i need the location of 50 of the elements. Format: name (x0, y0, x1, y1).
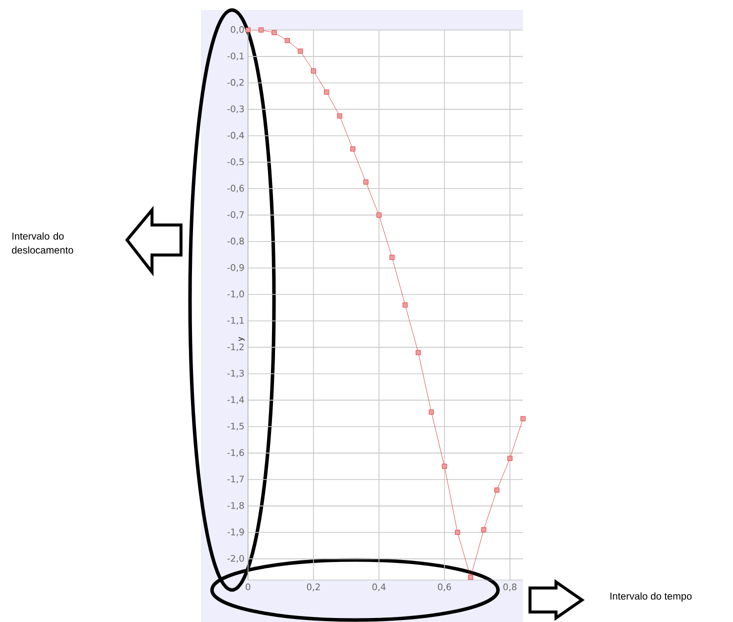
y-tick-label: -1,3 (227, 370, 244, 378)
x-tick-label: 0,2 (306, 584, 320, 592)
y-tick-label: -1,7 (227, 476, 244, 484)
y-tick-label: -1,9 (227, 528, 244, 536)
point (520, 416, 526, 422)
y-tick-label: -2,0 (227, 554, 244, 563)
y-tick-label: -1,2 (227, 343, 244, 352)
x-tick-label: 0,4 (372, 584, 386, 592)
y-tick-label: -1,8 (227, 502, 244, 510)
text: Intervalo do tempo (610, 592, 692, 602)
y-tick-label: -0,6 (227, 184, 244, 192)
point (376, 212, 382, 218)
point (298, 48, 303, 54)
y-tick-label: -1,6 (227, 449, 244, 457)
y-tick-label: -1,4 (227, 396, 244, 404)
point (507, 456, 512, 461)
point (350, 146, 356, 152)
point (258, 27, 264, 32)
point (481, 527, 486, 532)
point (363, 180, 368, 185)
y-tick-label: -0,4 (227, 132, 244, 140)
point (272, 30, 277, 36)
y-tick-label: -0,1 (227, 52, 244, 60)
y-tick-label: -0,9 (227, 264, 244, 272)
y-tick-label: -0,2 (227, 79, 244, 87)
point (324, 90, 330, 95)
point (428, 410, 434, 415)
y-tick-label: -1,1 (227, 317, 244, 325)
point (468, 574, 474, 580)
y-tick-label: -0,3 (227, 105, 244, 114)
y-tick-label: 0,0 (230, 26, 244, 34)
point (455, 530, 460, 535)
point (310, 68, 316, 74)
x-tick-label: 0 (246, 584, 250, 590)
y-tick-label: -0,8 (227, 238, 244, 246)
text: Intervalo do deslocamento (12, 232, 74, 254)
point (390, 254, 395, 260)
point (246, 27, 250, 32)
point (442, 464, 447, 469)
y-tick-label: -0,7 (227, 211, 244, 219)
x-tick-label: 0,8 (503, 584, 516, 592)
point (337, 113, 342, 118)
point (416, 350, 421, 356)
y-tick-label: -1,0 (227, 290, 244, 298)
y-tick-label: -1,5 (227, 422, 244, 430)
point (284, 38, 290, 44)
point (494, 488, 500, 493)
point (402, 302, 408, 308)
x-tick-label: 0,6 (438, 584, 451, 592)
y-tick-label: -0,5 (227, 158, 244, 166)
